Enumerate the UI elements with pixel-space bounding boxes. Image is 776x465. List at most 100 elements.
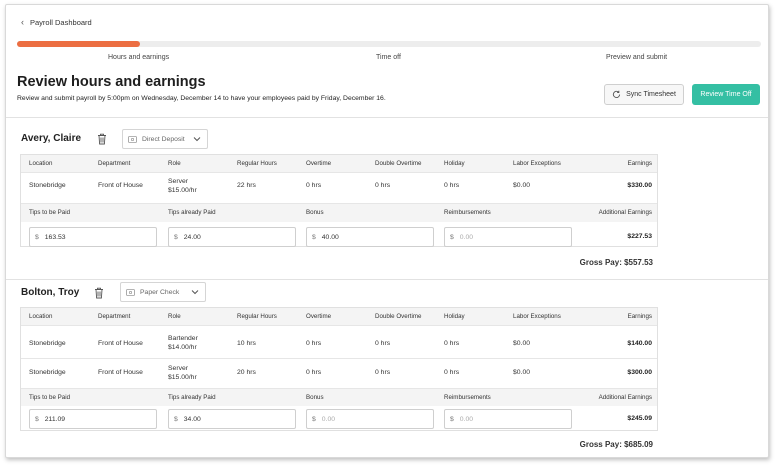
tips-to-be-paid-input[interactable]: $ 163.53 — [29, 227, 157, 247]
reimbursements-input[interactable]: $ 0.00 — [444, 409, 572, 429]
row-divider — [21, 172, 657, 173]
cell-regular-hours: 22 hrs — [237, 182, 256, 189]
payment-icon — [128, 135, 137, 143]
col-labor-exceptions: Labor Exceptions — [513, 160, 561, 167]
row-divider — [21, 325, 657, 326]
col-bonus: Bonus — [306, 209, 324, 216]
cell-rate: $14.00/hr — [168, 344, 197, 351]
col-department: Department — [98, 313, 131, 320]
cell-location: Stonebridge — [29, 182, 66, 189]
cell-labor-exceptions: $0.00 — [513, 340, 531, 347]
cell-holiday: 0 hrs — [444, 340, 460, 347]
input-value: 24.00 — [183, 233, 201, 241]
reimbursements-input[interactable]: $ 0.00 — [444, 227, 572, 247]
col-double-overtime: Double Overtime — [375, 313, 422, 320]
table-header: Location Department Role Regular Hours O… — [21, 155, 657, 172]
trash-icon[interactable] — [97, 133, 107, 145]
row-divider — [21, 203, 657, 204]
tips-already-paid-input[interactable]: $ 24.00 — [168, 227, 296, 247]
currency-symbol: $ — [35, 415, 39, 423]
cell-location: Stonebridge — [29, 340, 66, 347]
sync-timesheet-button[interactable]: Sync Timesheet — [604, 84, 684, 105]
extras-header: Tips to be Paid Tips already Paid Bonus … — [21, 204, 657, 222]
col-location: Location — [29, 160, 53, 167]
payment-method-value: Paper Check — [140, 288, 180, 296]
col-location: Location — [29, 313, 53, 320]
hours-earnings-table: Location Department Role Regular Hours O… — [20, 307, 658, 431]
cell-role: Server — [168, 365, 189, 372]
trash-icon[interactable] — [94, 287, 104, 299]
bonus-input[interactable]: $ 0.00 — [306, 409, 434, 429]
cell-holiday: 0 hrs — [444, 182, 460, 189]
cell-labor-exceptions: $0.00 — [513, 369, 531, 376]
input-placeholder: 0.00 — [459, 415, 474, 423]
row-divider — [21, 388, 657, 389]
review-time-off-button[interactable]: Review Time Off — [692, 84, 760, 105]
row-divider — [21, 358, 657, 359]
col-role: Role — [168, 313, 181, 320]
gross-pay: Gross Pay: $685.09 — [579, 440, 653, 449]
header-divider — [6, 117, 768, 118]
table-header: Location Department Role Regular Hours O… — [21, 308, 657, 325]
col-department: Department — [98, 160, 131, 167]
sync-timesheet-label: Sync Timesheet — [626, 91, 676, 98]
payment-method-select[interactable]: Direct Deposit — [122, 129, 208, 149]
back-to-dashboard-link[interactable]: ‹ Payroll Dashboard — [21, 17, 92, 27]
col-reimbursements: Reimbursements — [444, 394, 491, 401]
back-link-label: Payroll Dashboard — [30, 17, 92, 27]
cell-double-overtime: 0 hrs — [375, 340, 391, 347]
cell-regular-hours: 20 hrs — [237, 369, 256, 376]
hours-earnings-table: Location Department Role Regular Hours O… — [20, 154, 658, 247]
col-overtime: Overtime — [306, 313, 332, 320]
cell-location: Stonebridge — [29, 369, 66, 376]
cell-earnings: $300.00 — [627, 369, 652, 376]
employee-name: Avery, Claire — [21, 133, 82, 144]
col-tips-already-paid: Tips already Paid — [168, 209, 216, 216]
currency-symbol: $ — [312, 415, 316, 423]
col-tips-to-be-paid: Tips to be Paid — [29, 209, 71, 216]
cell-overtime: 0 hrs — [306, 182, 322, 189]
input-value: 163.53 — [44, 233, 66, 241]
col-additional-earnings: Additional Earnings — [598, 394, 652, 401]
cell-double-overtime: 0 hrs — [375, 369, 391, 376]
col-role: Role — [168, 160, 181, 167]
bonus-input[interactable]: $ 40.00 — [306, 227, 434, 247]
step-time-off: Time off — [376, 54, 401, 61]
sync-icon — [613, 90, 621, 98]
payment-method-value: Direct Deposit — [142, 135, 185, 143]
input-value: 40.00 — [321, 233, 339, 241]
currency-symbol: $ — [174, 233, 178, 241]
chevron-down-icon — [193, 137, 201, 142]
col-regular-hours: Regular Hours — [237, 313, 277, 320]
additional-earnings-value: $245.09 — [627, 415, 652, 422]
col-overtime: Overtime — [306, 160, 332, 167]
col-double-overtime: Double Overtime — [375, 160, 422, 167]
payment-method-select[interactable]: Paper Check — [120, 282, 206, 302]
col-labor-exceptions: Labor Exceptions — [513, 313, 561, 320]
tips-to-be-paid-input[interactable]: $ 211.09 — [29, 409, 157, 429]
cell-department: Front of House — [98, 369, 143, 376]
currency-symbol: $ — [312, 233, 316, 241]
cell-double-overtime: 0 hrs — [375, 182, 391, 189]
cell-regular-hours: 10 hrs — [237, 340, 256, 347]
progress-bar — [17, 41, 761, 47]
col-tips-already-paid: Tips already Paid — [168, 394, 216, 401]
page-subtitle: Review and submit payroll by 5:00pm on W… — [17, 95, 386, 102]
currency-symbol: $ — [450, 415, 454, 423]
employee-name: Bolton, Troy — [21, 287, 80, 298]
cell-holiday: 0 hrs — [444, 369, 460, 376]
cell-overtime: 0 hrs — [306, 369, 322, 376]
cell-role: Bartender — [168, 335, 198, 342]
cell-role: Server — [168, 178, 189, 185]
cell-earnings: $330.00 — [627, 182, 652, 189]
progress-bar-fill — [17, 41, 140, 47]
currency-symbol: $ — [35, 233, 39, 241]
input-placeholder: 0.00 — [459, 233, 474, 241]
col-bonus: Bonus — [306, 394, 324, 401]
cell-department: Front of House — [98, 182, 143, 189]
col-regular-hours: Regular Hours — [237, 160, 277, 167]
currency-symbol: $ — [174, 415, 178, 423]
tips-already-paid-input[interactable]: $ 34.00 — [168, 409, 296, 429]
col-additional-earnings: Additional Earnings — [598, 209, 652, 216]
cell-earnings: $140.00 — [627, 340, 652, 347]
